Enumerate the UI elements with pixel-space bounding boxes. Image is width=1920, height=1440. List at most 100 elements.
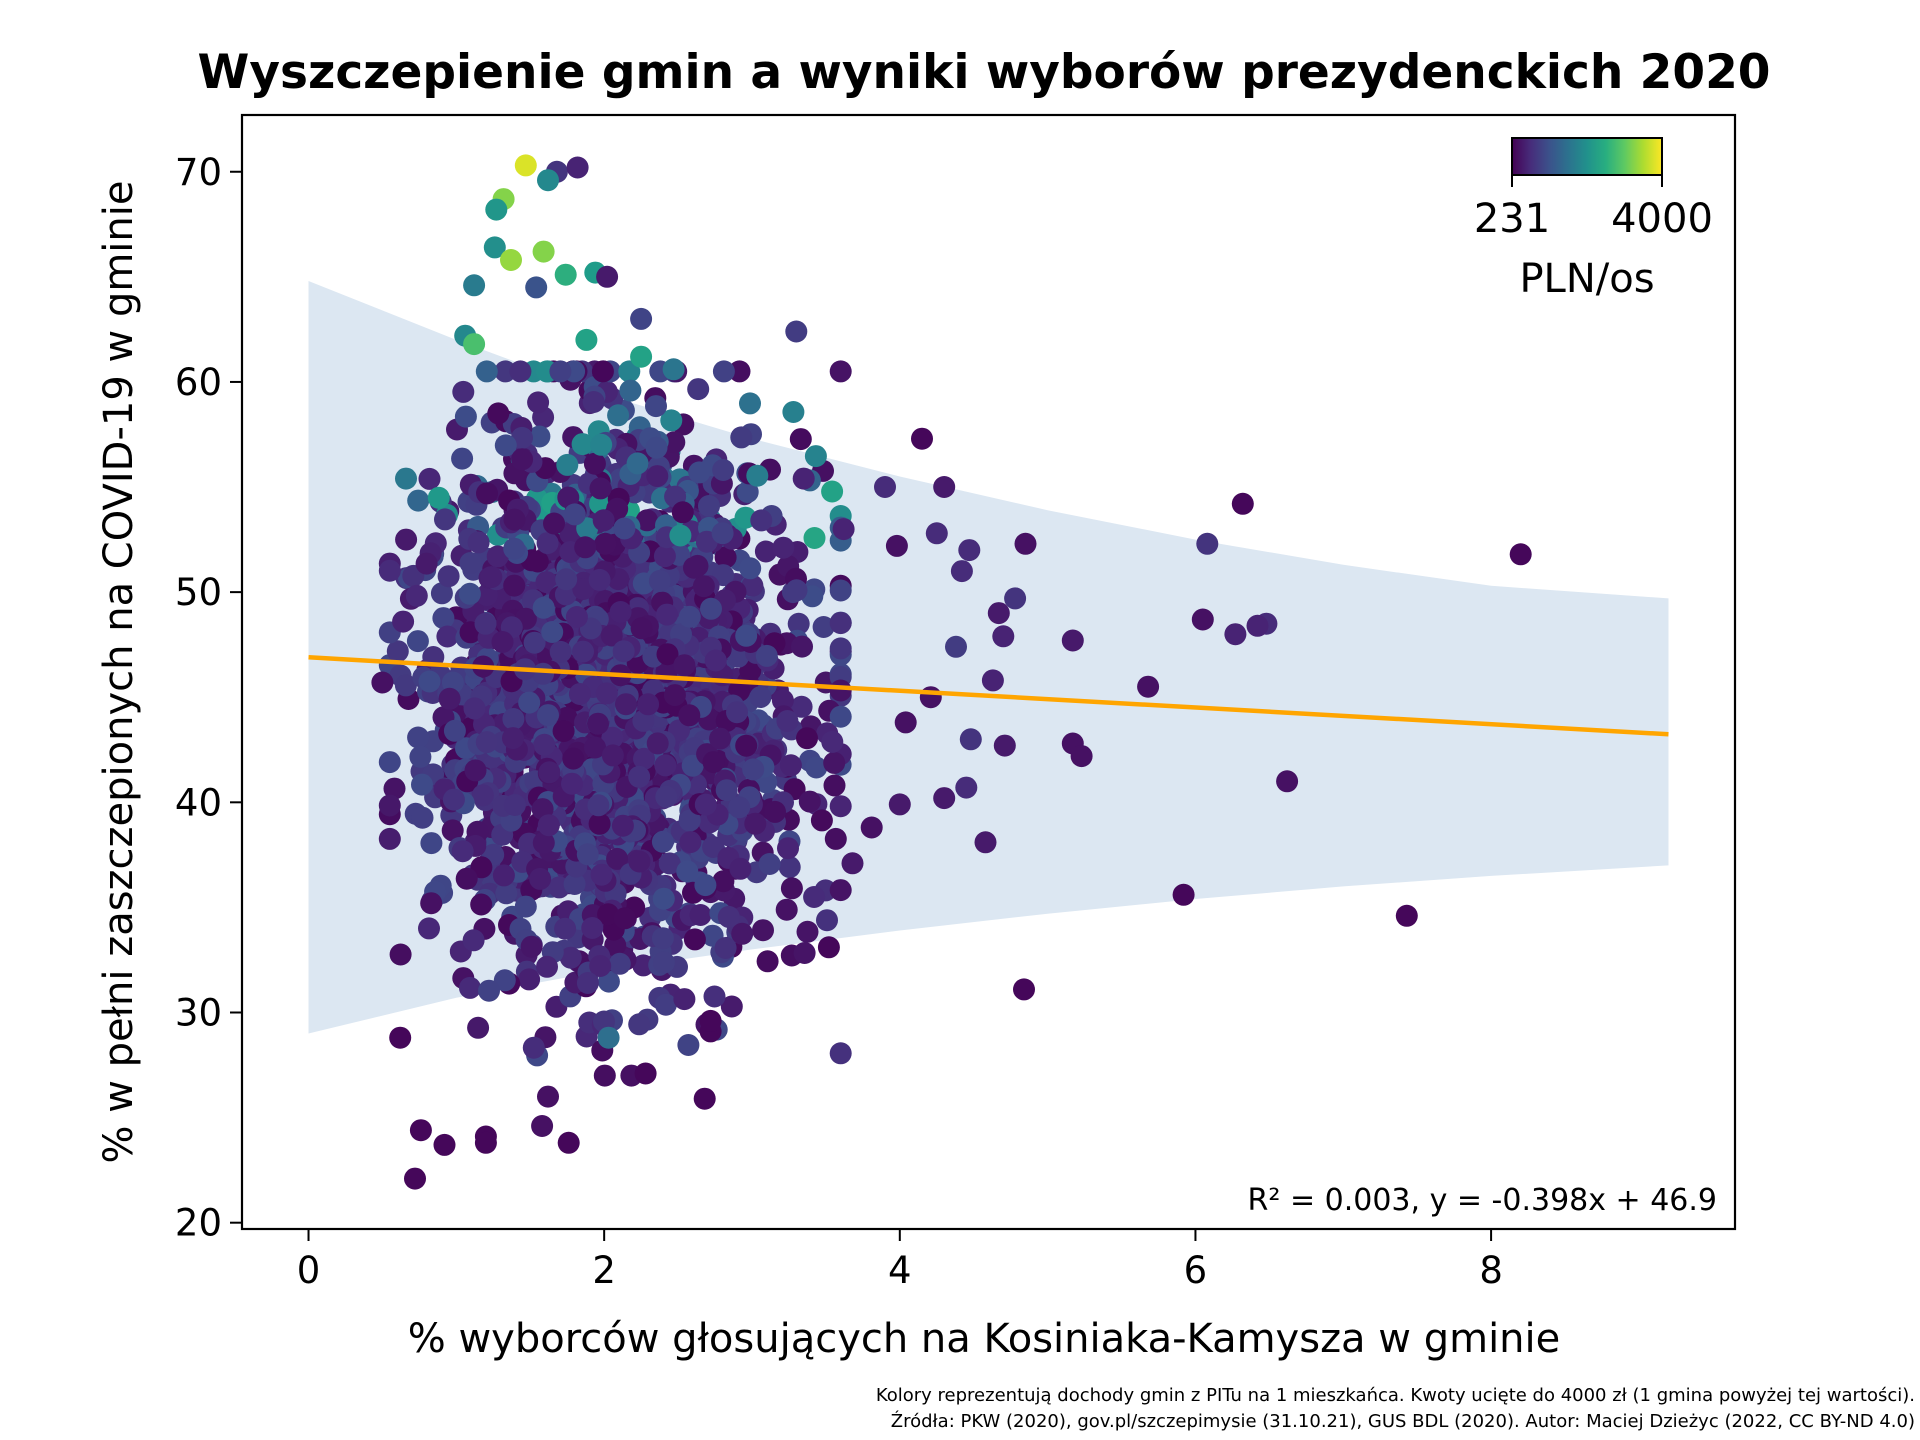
scatter-point: [693, 1087, 716, 1110]
scatter-point: [438, 687, 461, 710]
scatter-point: [601, 726, 624, 749]
scatter-point: [812, 616, 835, 638]
scatter-point: [652, 951, 675, 974]
scatter-point: [467, 531, 490, 554]
scatter-point: [411, 806, 434, 829]
scatter-point: [587, 794, 610, 817]
scatter-point: [568, 683, 591, 705]
y-tick-label: 50: [175, 571, 222, 614]
scatter-point: [792, 467, 815, 490]
scatter-point: [787, 612, 810, 635]
y-tick-label: 70: [175, 151, 222, 194]
scatter-point: [699, 1009, 722, 1032]
scatter-point: [778, 856, 801, 879]
scatter-point: [810, 809, 833, 832]
scatter-point: [1014, 532, 1037, 555]
scatter-point: [487, 402, 510, 425]
scatter-point: [821, 480, 844, 503]
scatter-point: [454, 405, 477, 428]
y-tick-label: 30: [175, 992, 222, 1035]
scatter-point: [555, 568, 578, 591]
scatter-point: [711, 522, 734, 545]
scatter-point: [677, 1034, 700, 1056]
scatter-point: [562, 747, 585, 770]
scatter-point: [775, 898, 798, 921]
scatter-point: [714, 937, 737, 959]
scatter-point: [829, 579, 852, 602]
scatter-point: [434, 508, 456, 531]
scatter-point: [933, 787, 956, 810]
scatter-point: [463, 333, 486, 356]
scatter-point: [612, 640, 635, 663]
scatter-point: [959, 728, 982, 751]
scatter-point: [407, 489, 430, 512]
scatter-point: [803, 886, 826, 908]
scatter-point: [673, 988, 696, 1011]
scatter-point: [1137, 675, 1160, 698]
scatter-point: [518, 691, 541, 714]
scatter-point: [715, 779, 738, 802]
scatter-point: [389, 943, 412, 966]
scatter-point: [619, 379, 642, 402]
scatter-point: [563, 503, 586, 526]
scatter-point: [703, 985, 726, 1008]
scatter-point: [427, 486, 450, 509]
scatter-point: [752, 919, 774, 942]
scatter-point: [441, 671, 464, 694]
scatter-point: [689, 904, 712, 926]
scatter-point: [841, 852, 864, 875]
scatter-point: [728, 360, 751, 383]
scatter-point: [829, 637, 852, 660]
plot-content: [308, 154, 1669, 1190]
scatter-point: [574, 536, 597, 559]
scatter-point: [739, 557, 762, 580]
scatter-point: [950, 560, 973, 583]
scatter-point: [1509, 543, 1532, 566]
scatter-point: [729, 857, 752, 880]
scatter-point: [475, 731, 498, 754]
scatter-point: [673, 654, 696, 677]
regression-annotation: R² = 0.003, y = -0.398x + 46.9: [1248, 1183, 1717, 1218]
scatter-point: [671, 501, 694, 524]
scatter-point: [601, 744, 624, 767]
scatter-point: [796, 727, 818, 750]
scatter-point: [596, 265, 619, 288]
scatter-point: [678, 605, 701, 628]
scatter-point: [885, 534, 908, 557]
scatter-point: [742, 758, 765, 781]
scatter-point: [536, 955, 558, 978]
scatter-point: [415, 552, 438, 575]
scatter-point: [782, 401, 805, 423]
scatter-point: [576, 843, 599, 866]
scatter-point: [486, 545, 509, 568]
scatter-point: [803, 527, 826, 549]
x-axis-label: % wyborców głosujących na Kosiniaka-Kamy…: [408, 1316, 1561, 1362]
scatter-point: [645, 395, 667, 418]
scatter-point: [656, 603, 678, 626]
scatter-point: [829, 705, 852, 728]
scatter-point: [474, 612, 497, 635]
scatter-point: [433, 1133, 456, 1156]
scatter-point: [420, 832, 443, 855]
scatter-point: [633, 747, 655, 770]
scatter-point: [554, 917, 577, 940]
scatter-point: [464, 759, 487, 782]
scatter-point: [561, 772, 583, 795]
y-tick-label: 20: [175, 1202, 222, 1245]
scatter-point: [756, 950, 779, 973]
scatter-point: [606, 847, 629, 870]
scatter-point: [607, 404, 630, 427]
scatter-point: [411, 773, 433, 796]
scatter-point: [405, 584, 428, 607]
scatter-point: [559, 946, 582, 969]
scatter-point: [600, 624, 623, 647]
scatter-points: [371, 154, 1532, 1190]
scatter-point: [1061, 629, 1084, 652]
scatter-point: [829, 679, 852, 702]
scatter-point: [520, 935, 543, 958]
scatter-point: [592, 509, 615, 532]
scatter-point: [609, 601, 632, 623]
scatter-point: [955, 776, 978, 799]
scatter-point: [974, 831, 997, 854]
